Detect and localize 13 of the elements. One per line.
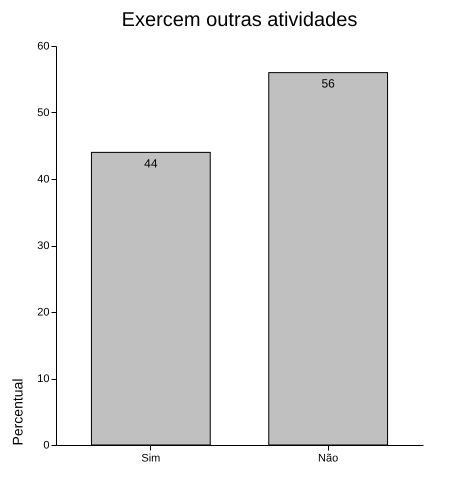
- y-tick-label: 10: [37, 373, 50, 385]
- y-tick-label: 60: [37, 40, 50, 52]
- y-tick-label: 40: [37, 174, 50, 186]
- y-tick-label: 50: [37, 107, 50, 119]
- x-tick-label: Não: [318, 452, 338, 464]
- data-label: 56: [321, 76, 336, 91]
- x-tick-label: Sim: [141, 452, 160, 464]
- y-tick-label: 0: [43, 440, 50, 452]
- data-label: 44: [144, 156, 158, 170]
- y-tick-label: 30: [37, 240, 50, 252]
- y-tick-label: 20: [37, 306, 50, 318]
- y-axis-title: Percentual: [9, 378, 26, 446]
- chart-title: Exercem outras atividades: [122, 9, 358, 31]
